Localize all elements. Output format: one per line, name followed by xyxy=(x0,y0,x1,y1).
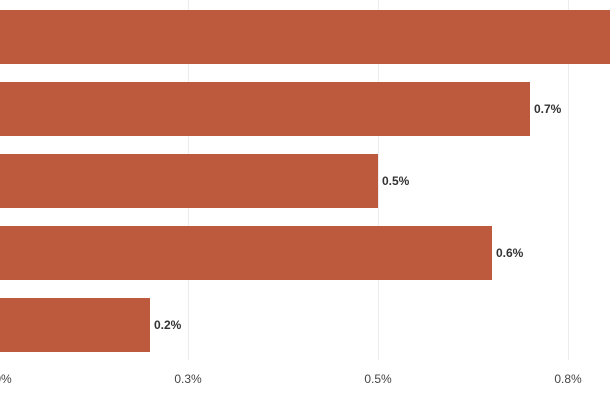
bar xyxy=(0,154,378,208)
data-label: 0.6% xyxy=(496,246,524,260)
bar xyxy=(0,226,492,280)
bar xyxy=(0,298,150,352)
data-label: 0.7% xyxy=(534,102,562,116)
x-tick-label: 0.3% xyxy=(174,372,202,386)
x-tick-label: 0.8% xyxy=(554,372,582,386)
bars xyxy=(0,10,610,352)
data-label: 0.2% xyxy=(154,318,182,332)
data-labels: 0.7% 0.5% 0.6% 0.2% xyxy=(154,102,562,332)
x-axis-ticks: 0.0% 0.3% 0.5% 0.8% xyxy=(0,372,582,386)
x-tick-label: 0.5% xyxy=(364,372,392,386)
data-label: 0.5% xyxy=(382,174,410,188)
x-tick-label: 0.0% xyxy=(0,372,12,386)
bar xyxy=(0,82,530,136)
bar xyxy=(0,10,610,64)
